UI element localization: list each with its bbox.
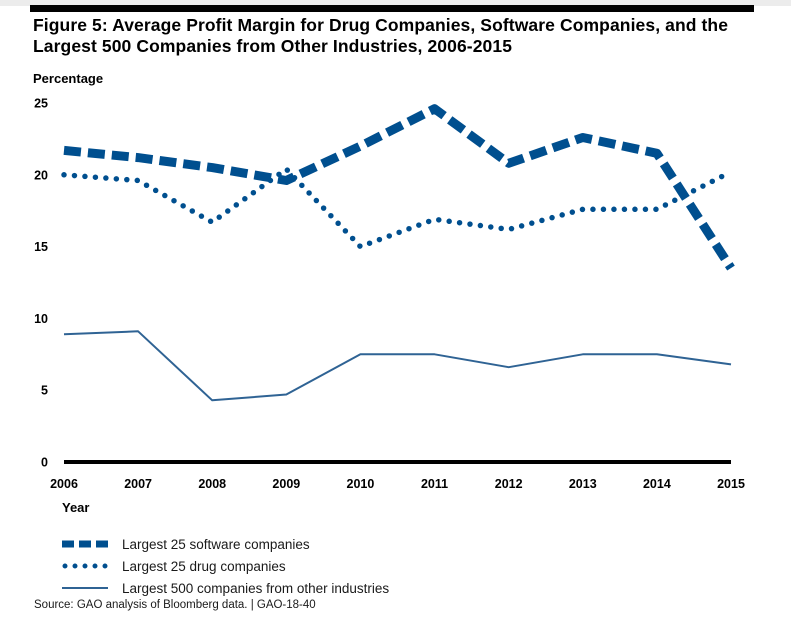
x-tick-label: 2011 xyxy=(421,477,448,491)
legend-swatch-dotted xyxy=(62,563,111,569)
y-tick-label: 25 xyxy=(34,97,48,111)
source-note: Source: GAO analysis of Bloomberg data. … xyxy=(34,599,316,611)
y-tick-labels: 0 5 10 15 20 25 xyxy=(34,97,48,470)
x-tick-label: 2015 xyxy=(717,477,745,491)
legend-swatch-dashed xyxy=(62,540,108,548)
figure-header-bar xyxy=(30,5,754,12)
y-tick-label: 5 xyxy=(41,384,48,398)
x-tick-label: 2014 xyxy=(643,477,671,491)
x-tick-labels: 2006 2007 2008 2009 2010 2011 2012 2013 2014 2015 xyxy=(50,477,745,491)
series-other-line xyxy=(63,330,732,402)
legend-item-drug: Largest 25 drug companies xyxy=(62,555,389,577)
top-strip xyxy=(0,0,791,6)
x-tick-label: 2006 xyxy=(50,477,78,491)
series-lines xyxy=(61,104,735,402)
y-tick-label: 20 xyxy=(34,168,48,182)
legend-label: Largest 25 drug companies xyxy=(122,558,286,574)
legend-swatch-solid xyxy=(62,587,108,589)
x-tick-label: 2013 xyxy=(569,477,597,491)
x-tick-label: 2009 xyxy=(272,477,300,491)
x-tick-label: 2010 xyxy=(347,477,375,491)
y-axis-label: Percentage xyxy=(33,71,104,86)
x-tick-label: 2008 xyxy=(198,477,226,491)
series-software-line xyxy=(63,104,735,271)
x-axis-label: Year xyxy=(62,500,90,515)
x-tick-label: 2007 xyxy=(124,477,152,491)
legend-item-software: Largest 25 software companies xyxy=(62,533,389,555)
y-tick-label: 15 xyxy=(34,240,48,254)
legend-label: Largest 25 software companies xyxy=(122,536,310,552)
legend: Largest 25 software companies Largest 25… xyxy=(62,533,389,599)
y-tick-label: 10 xyxy=(34,312,48,326)
legend-label: Largest 500 companies from other industr… xyxy=(122,580,390,596)
chart-title: Figure 5: Average Profit Margin for Drug… xyxy=(33,15,729,56)
y-tick-label: 0 xyxy=(41,456,48,470)
series-drug-line xyxy=(61,166,734,250)
legend-item-other: Largest 500 companies from other industr… xyxy=(62,577,389,599)
x-tick-label: 2012 xyxy=(495,477,523,491)
